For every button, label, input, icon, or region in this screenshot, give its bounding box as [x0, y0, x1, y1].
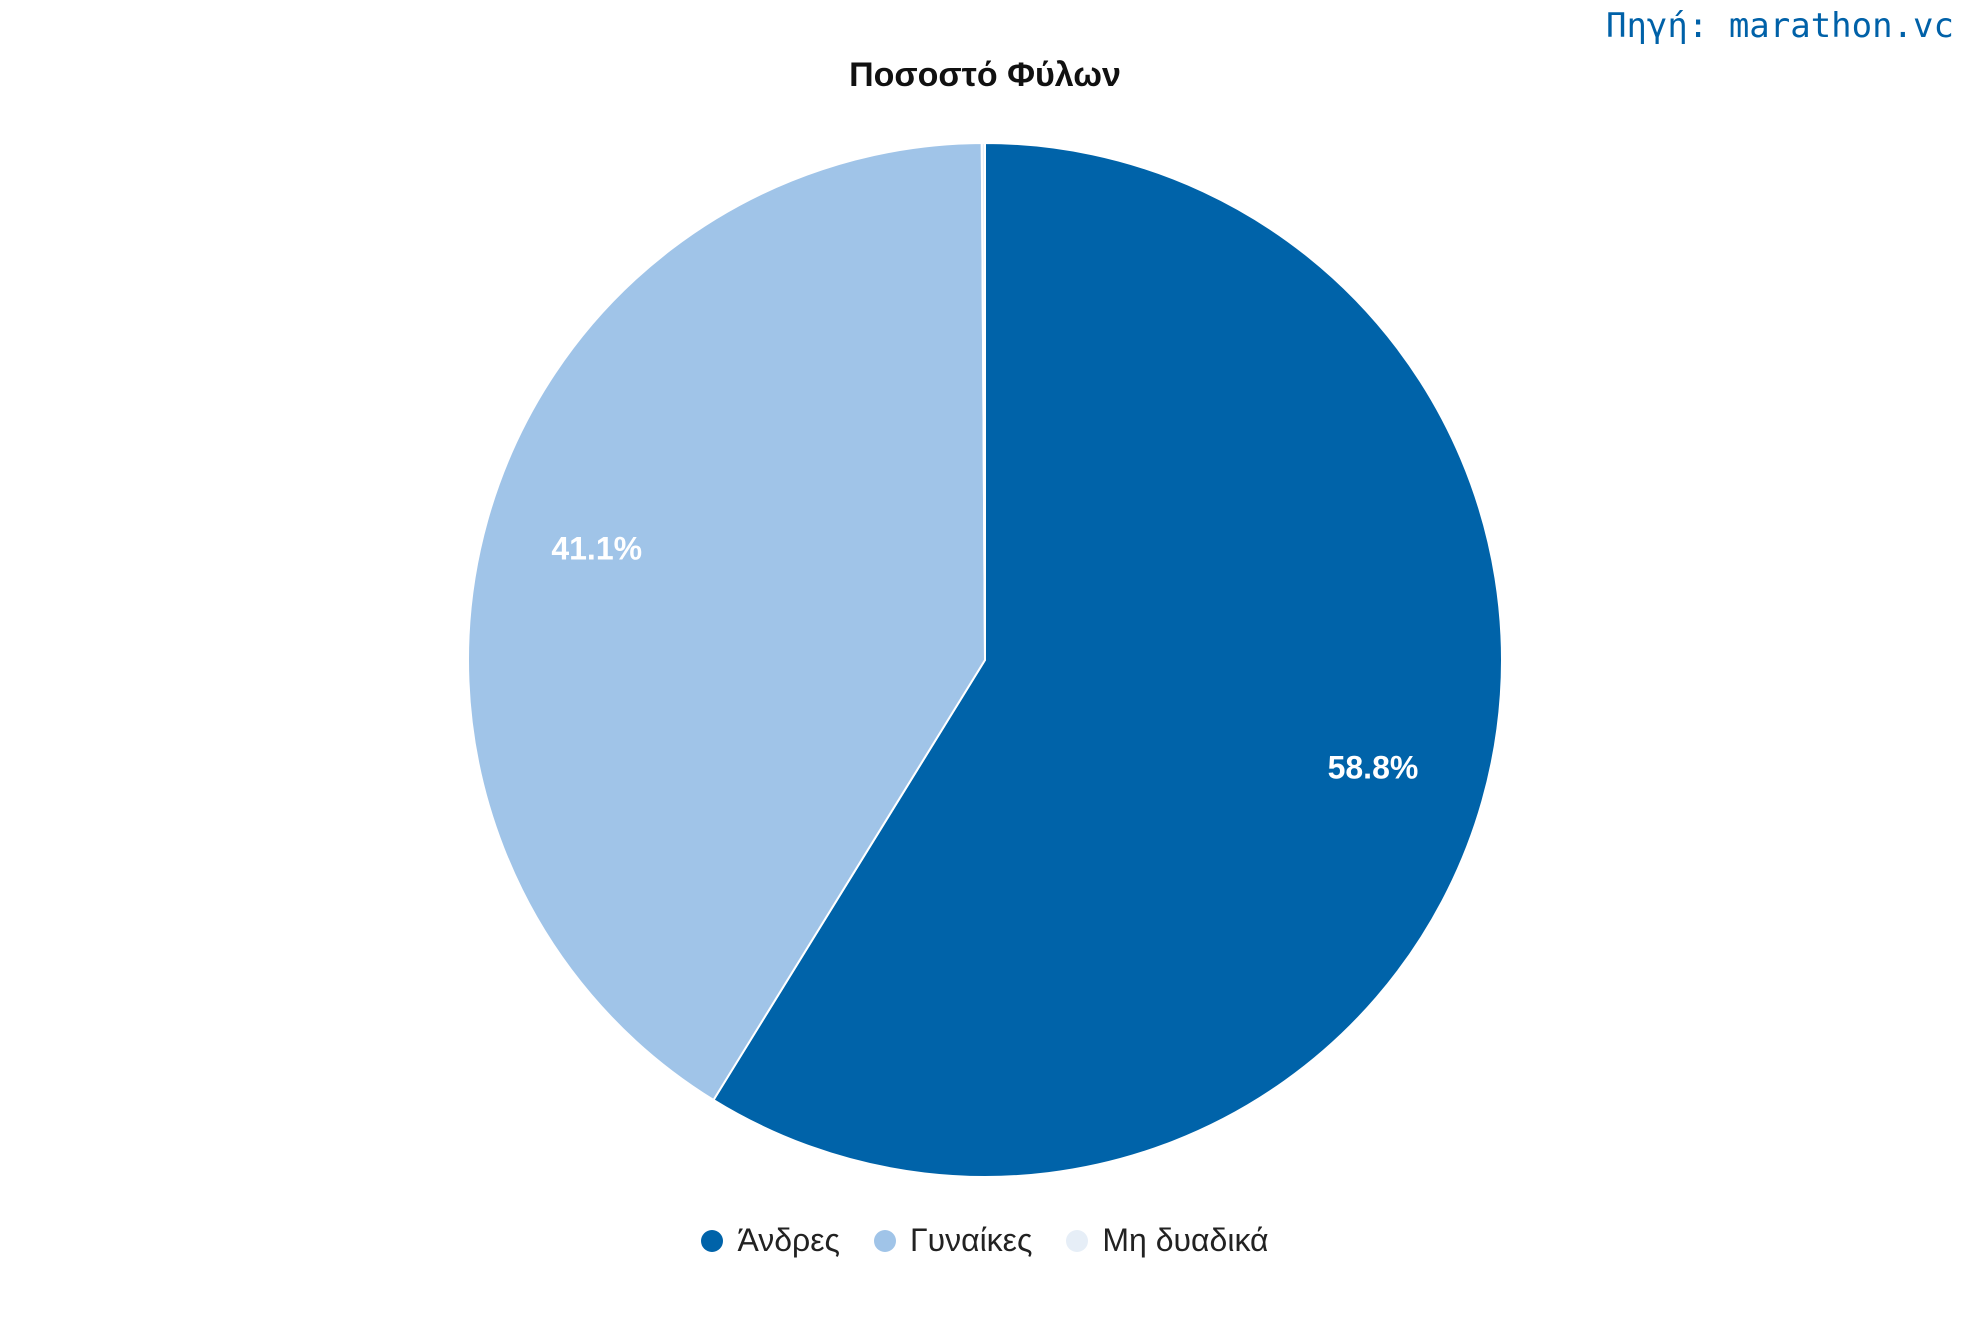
legend-swatch-nonbinary [1066, 1229, 1089, 1252]
pie-label-men: 58.8% [1328, 750, 1419, 786]
pie-slice-nonbinary[interactable] [980, 141, 986, 661]
legend-item-women[interactable]: Γυναίκες [873, 1222, 1033, 1259]
legend-swatch-men [701, 1229, 724, 1252]
legend-label-women: Γυναίκες [909, 1222, 1033, 1258]
chart-title: Ποσοστό Φύλων [849, 56, 1121, 94]
chart-legend: Άνδρες Γυναίκες Μη δυαδικά [0, 1222, 1970, 1259]
pie-slice-women[interactable] [467, 142, 987, 1102]
legend-item-nonbinary[interactable]: Μη δυαδικά [1066, 1222, 1269, 1259]
source-credit: Πηγή: marathon.vc [1606, 6, 1954, 46]
source-label: Πηγή: [1605, 6, 1709, 46]
pie-label-women: 41.1% [551, 531, 642, 567]
legend-item-men[interactable]: Άνδρες [701, 1222, 840, 1259]
legend-label-men: Άνδρες [737, 1222, 840, 1258]
legend-label-nonbinary: Μη δυαδικά [1102, 1222, 1269, 1258]
pie-slice-men[interactable] [712, 141, 1504, 1178]
source-link[interactable]: marathon.vc [1728, 6, 1954, 46]
legend-swatch-women [873, 1229, 896, 1252]
